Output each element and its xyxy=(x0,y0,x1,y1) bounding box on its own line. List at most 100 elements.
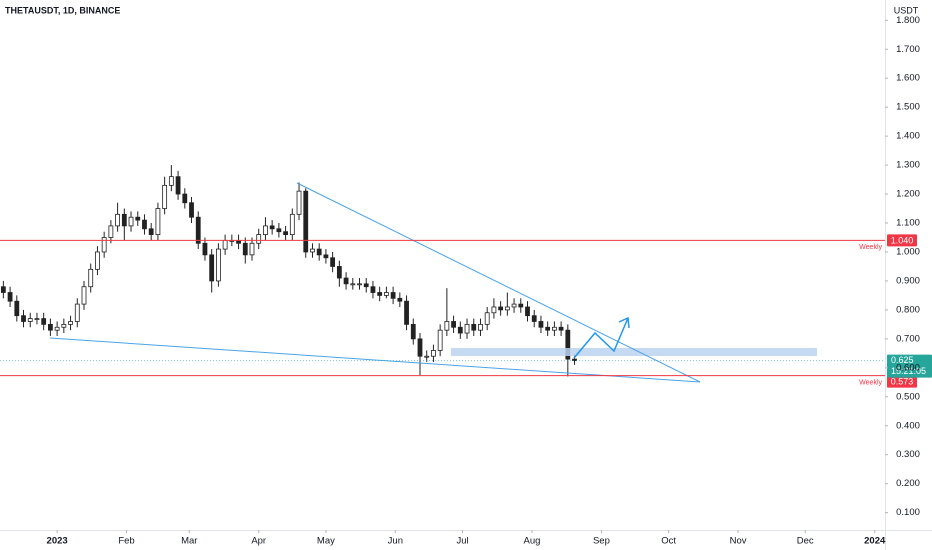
candle-body xyxy=(296,190,302,215)
y-tick-label: 0.900 xyxy=(896,275,920,286)
candle-body xyxy=(538,321,544,328)
candle-body xyxy=(316,248,322,256)
candle-body xyxy=(222,239,228,250)
candle-body xyxy=(363,283,369,288)
y-tick-label: 0.300 xyxy=(896,449,920,460)
candle-body xyxy=(330,257,336,267)
countdown-label: 15:21:05 xyxy=(891,366,926,376)
candle-body xyxy=(551,326,557,331)
candle-body xyxy=(215,248,221,282)
candle-body xyxy=(491,306,497,314)
candle-body xyxy=(498,306,504,311)
drawings xyxy=(49,182,817,383)
candle-body xyxy=(162,184,168,209)
candle-body xyxy=(209,254,215,282)
x-tick-label: 2023 xyxy=(47,536,68,547)
candle-body xyxy=(444,321,450,331)
candle-body xyxy=(182,193,188,204)
chart-title: THETAUSDT, 1D, BINANCE xyxy=(5,5,120,15)
y-tick-label: 1.800 xyxy=(896,15,920,26)
y-tick-label: 1.200 xyxy=(896,189,920,200)
x-tick-label: May xyxy=(317,536,335,547)
candle-body xyxy=(74,303,80,322)
candle-body xyxy=(276,228,282,233)
candle-body xyxy=(383,292,389,296)
candle-body xyxy=(525,306,530,317)
lower-trendline xyxy=(49,337,701,383)
candle-body xyxy=(484,312,490,325)
candle-body xyxy=(518,303,524,308)
candle-body xyxy=(47,323,53,331)
y-tick-label: 0.800 xyxy=(896,304,920,315)
candle-body xyxy=(148,228,154,235)
candle-body xyxy=(289,213,295,235)
candle-body xyxy=(283,231,288,235)
x-tick-label: Oct xyxy=(661,536,676,547)
candle-body xyxy=(531,315,537,322)
candle-body xyxy=(504,306,510,311)
candle-body xyxy=(451,321,456,328)
candle-body xyxy=(14,300,20,317)
upper-trendline xyxy=(296,182,701,383)
candle-body xyxy=(269,225,275,230)
arrow-head xyxy=(618,316,630,329)
candle-body xyxy=(0,286,6,293)
last-price-label: 0.625 xyxy=(891,355,914,365)
candle-body xyxy=(558,326,564,331)
y-tick-label: 0.700 xyxy=(896,333,920,344)
candle-body xyxy=(263,225,268,235)
candle-body xyxy=(242,242,248,256)
candle-body xyxy=(108,225,114,238)
candle-body xyxy=(572,358,577,361)
x-tick-label: Aug xyxy=(524,536,541,547)
level-tag xyxy=(887,234,917,247)
y-tick-label: 1.000 xyxy=(896,246,920,257)
x-tick-label: Feb xyxy=(118,536,134,547)
candle-body xyxy=(88,268,94,288)
candle-body xyxy=(404,300,409,325)
x-tick-label: Jul xyxy=(456,536,468,547)
candle-body xyxy=(61,323,67,328)
candle-body xyxy=(431,350,436,357)
candle-body xyxy=(128,216,134,227)
candle-body xyxy=(424,355,430,358)
x-tick-label: Nov xyxy=(730,536,747,547)
candle-body xyxy=(397,297,403,302)
candle-body xyxy=(168,176,174,186)
x-tick-label: Apr xyxy=(251,536,266,547)
projection-arrow xyxy=(573,317,629,359)
candle-body xyxy=(81,286,87,305)
candle-body xyxy=(21,315,26,322)
currency-label: USDT xyxy=(894,5,919,15)
y-tick-label: 1.700 xyxy=(896,44,920,55)
y-tick-label: 0.400 xyxy=(896,420,920,431)
x-tick-label: Mar xyxy=(181,536,197,547)
candle-body xyxy=(175,176,181,195)
candle-body xyxy=(343,277,349,285)
candle-body xyxy=(202,242,208,256)
candle-body xyxy=(511,303,517,308)
y-tick-label: 1.300 xyxy=(896,160,920,171)
level-tag-label: 1.040 xyxy=(891,235,914,245)
candle-body xyxy=(115,213,120,227)
candle-body xyxy=(135,216,141,221)
candle-body xyxy=(410,323,416,340)
candle-body xyxy=(350,283,356,286)
candle-body xyxy=(303,190,309,253)
x-tick-label: Dec xyxy=(797,536,814,547)
y-tick-label: 1.100 xyxy=(896,218,920,229)
axes: 0.100 0.200 0.300 0.400 0.500 0.600 0.700 0.800… xyxy=(47,15,920,547)
candle-body xyxy=(390,292,396,299)
y-tick-label: 1.400 xyxy=(896,131,920,142)
candle-body xyxy=(323,254,329,259)
candle-body xyxy=(249,242,255,256)
candle-body xyxy=(565,329,571,360)
candle-body xyxy=(101,237,107,253)
level-tag xyxy=(887,375,917,388)
candle-body xyxy=(471,323,477,331)
support-zone xyxy=(451,348,817,356)
candle-body xyxy=(54,326,60,331)
candle-body xyxy=(27,318,33,322)
candle-body xyxy=(68,321,73,325)
